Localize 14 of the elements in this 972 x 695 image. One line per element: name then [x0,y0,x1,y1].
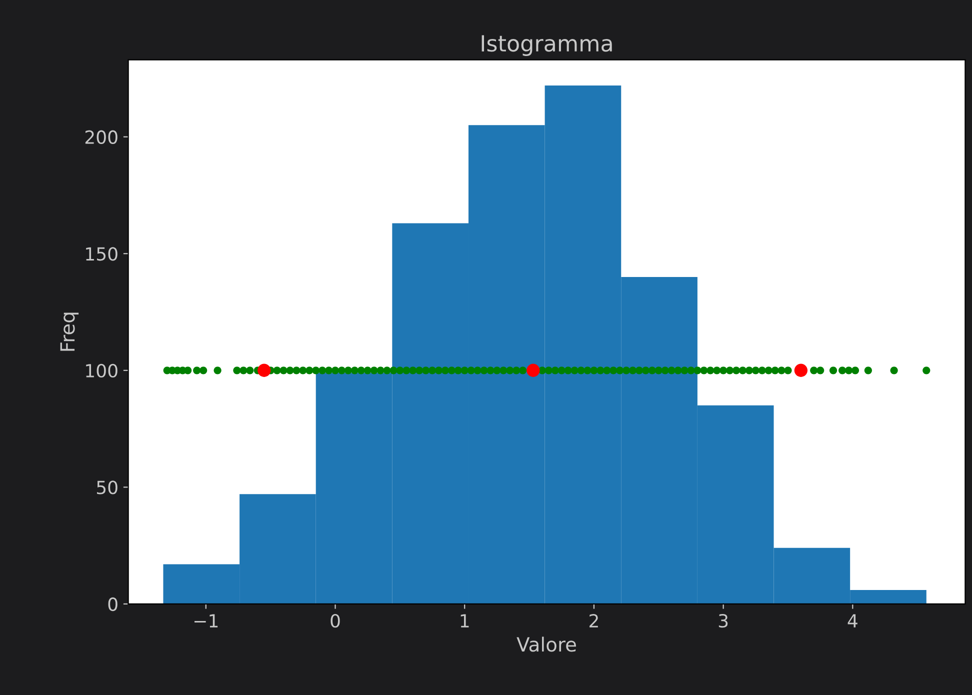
y-tick-label: 100 [86,364,118,378]
y-tick-label: 50 [97,480,118,494]
y-tick-label: 200 [85,130,118,144]
x-tick-label: 2 [590,614,598,628]
x-tick-label: −1 [194,614,218,628]
x-tick-label: 3 [718,614,728,628]
x-tick-label: 1 [460,614,469,628]
y-tick-label: 150 [86,247,118,261]
y-tick-label: 0 [108,597,118,612]
x-tick-label: 0 [330,614,340,628]
x-tick-label: 4 [848,614,858,628]
chart-title: Istogramma [482,35,612,56]
x-axis-title: Valore [516,636,576,652]
y-axis-title: Freq [60,312,79,351]
